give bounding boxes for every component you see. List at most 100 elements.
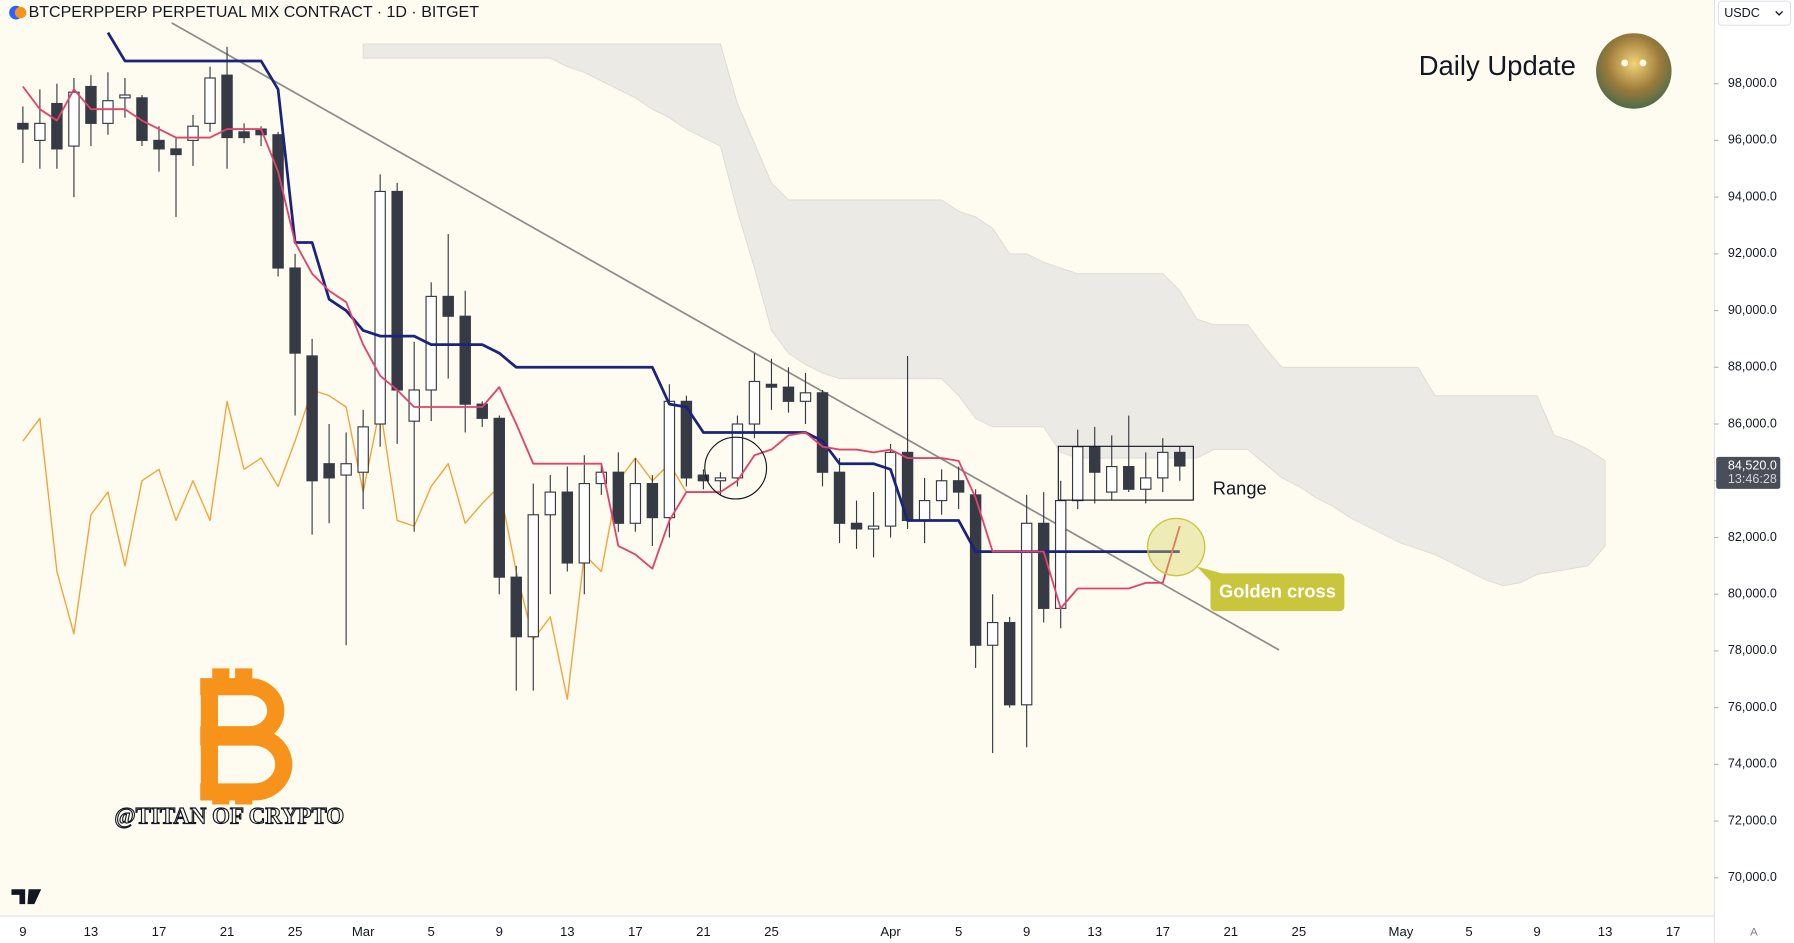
indicator-line — [22, 389, 687, 700]
avatar — [1596, 33, 1672, 109]
y-tick-label: 90,000.0 — [1728, 303, 1777, 317]
x-tick-label: 9 — [1023, 924, 1030, 939]
plot-area — [17, 22, 1606, 754]
x-tick-label: 5 — [1465, 924, 1472, 939]
candle-body — [612, 471, 625, 524]
candle-body — [969, 494, 982, 646]
candle-body — [731, 423, 744, 479]
candle-body — [527, 514, 540, 638]
y-tick-label: 76,000.0 — [1728, 700, 1777, 714]
golden-cross-label: Golden cross — [1219, 581, 1336, 602]
candle-body — [289, 267, 301, 354]
bitcoin-logo — [200, 668, 293, 805]
y-tick-label: 96,000.0 — [1728, 133, 1777, 147]
x-tick-label: 25 — [764, 924, 779, 939]
callout-box — [1210, 573, 1345, 612]
x-tick-label: 5 — [955, 924, 962, 939]
trend-line — [171, 22, 1280, 651]
candle-body — [799, 392, 812, 402]
watermark: @TITAN OF CRYPTO — [114, 804, 344, 830]
candle-body — [850, 522, 863, 530]
y-tick-label: 94,000.0 — [1728, 189, 1777, 203]
x-tick-label: 9 — [19, 924, 26, 939]
candle-body — [408, 389, 420, 422]
candle-body — [85, 85, 97, 124]
auto-button[interactable]: A — [1750, 927, 1758, 939]
candle-body — [748, 380, 761, 425]
candle-body — [646, 483, 659, 519]
avatar-eye — [1621, 59, 1629, 67]
x-tick-label: 25 — [288, 924, 303, 939]
candle-body — [1054, 500, 1067, 609]
candle-body — [1106, 465, 1118, 493]
x-tick-label: 21 — [220, 924, 235, 939]
candle-body — [1140, 477, 1152, 490]
currency-label[interactable]: USDC — [1724, 6, 1760, 20]
candle-body — [578, 483, 591, 564]
y-tick-label: 98,000.0 — [1728, 76, 1777, 90]
candle-body — [816, 392, 829, 473]
candle-body — [884, 451, 897, 527]
candle-body — [102, 100, 114, 124]
candle-body — [1020, 522, 1033, 706]
candle-body — [306, 355, 318, 482]
candle-body — [1174, 451, 1186, 467]
x-tick-label: Apr — [880, 924, 901, 939]
countdown-label: 13:46:28 — [1728, 472, 1777, 486]
candle-body — [493, 417, 505, 578]
y-tick-label: 82,000.0 — [1728, 530, 1777, 544]
candle-body — [595, 471, 608, 485]
candle-body — [765, 383, 778, 388]
candle-body — [68, 91, 80, 147]
candle-body — [544, 491, 557, 516]
candle-body — [1088, 446, 1101, 473]
candle-body — [1157, 451, 1169, 479]
candle-body — [187, 125, 199, 141]
candle-body — [663, 400, 676, 519]
currency-box[interactable] — [1717, 0, 1792, 26]
candle-body — [34, 122, 46, 141]
candle-body — [136, 97, 148, 141]
candle-body — [918, 500, 931, 522]
x-tick-label: 9 — [1533, 924, 1540, 939]
candle-body — [935, 480, 948, 502]
x-tick-label: 13 — [1598, 924, 1613, 939]
candle-body — [952, 480, 965, 493]
avatar-eye — [1639, 59, 1647, 67]
indicator-line — [22, 85, 1181, 610]
x-tick-label: Mar — [352, 924, 375, 939]
dropdown-arrow[interactable] — [1775, 10, 1784, 16]
y-tick-label: 78,000.0 — [1728, 643, 1777, 657]
x-tick-label: 17 — [628, 924, 643, 939]
y-tick-label: 74,000.0 — [1728, 757, 1777, 771]
candle-body — [986, 621, 999, 646]
candle-body — [833, 471, 846, 524]
candle-body — [442, 295, 454, 317]
golden-cross-marker — [1146, 517, 1206, 577]
x-tick-label: 21 — [1224, 924, 1239, 939]
range-label: Range — [1213, 478, 1267, 499]
candle-body — [714, 477, 727, 482]
candle-body — [153, 139, 165, 150]
candle-body — [1071, 446, 1084, 502]
range-box — [1057, 445, 1194, 501]
candle-body — [340, 463, 352, 476]
auto-scale-button[interactable]: A — [1750, 927, 1758, 939]
candle-body — [119, 94, 131, 99]
candle-body — [629, 483, 642, 524]
candle-body — [238, 131, 250, 139]
x-tick-label: 5 — [428, 924, 435, 939]
candle-body — [357, 426, 369, 473]
candle-body — [323, 463, 335, 479]
candle-body — [476, 403, 488, 419]
x-tick-label: 25 — [1292, 924, 1307, 939]
candle-body — [51, 102, 63, 150]
candle-body — [17, 122, 29, 130]
currency-dropdown[interactable]: USDC — [1717, 0, 1792, 26]
candle-body — [204, 77, 216, 124]
candle-body — [867, 525, 880, 530]
x-tick-label: 13 — [1087, 924, 1102, 939]
tradingview-logo — [11, 889, 42, 905]
candle-body — [459, 315, 471, 405]
